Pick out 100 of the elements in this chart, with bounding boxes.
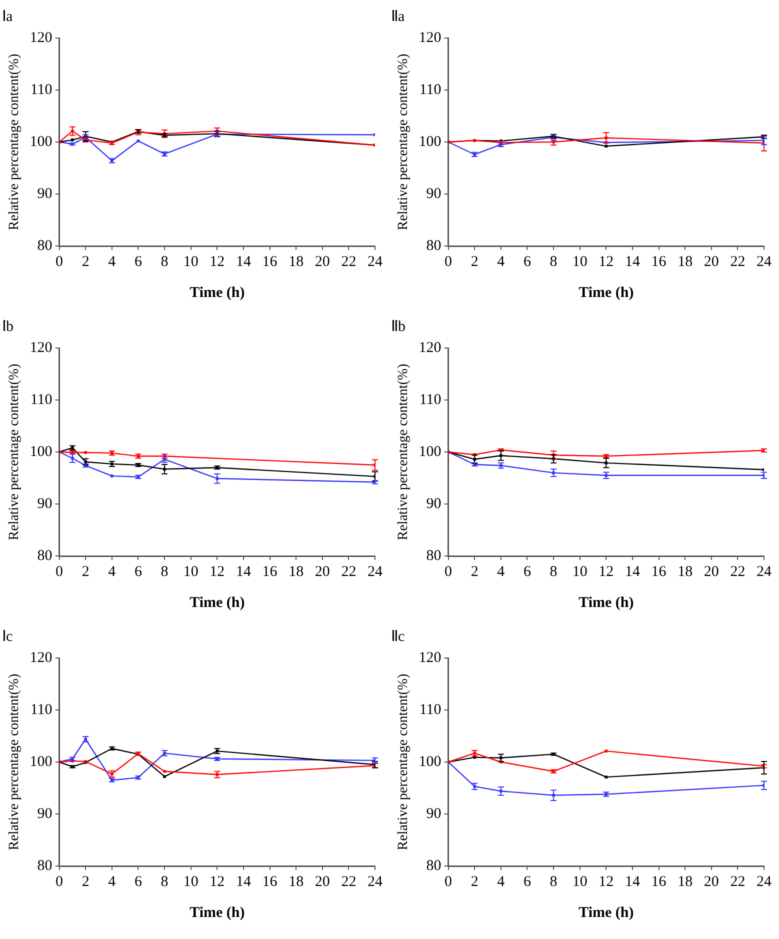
x-tick-label: 18: [678, 874, 693, 890]
x-tick-label: 0: [444, 254, 452, 270]
x-tick-label: 8: [160, 254, 168, 270]
x-tick-label: 14: [236, 874, 252, 890]
x-tick-label: 4: [108, 254, 116, 270]
x-tick-label: 0: [444, 874, 452, 890]
x-tick-label: 4: [108, 564, 116, 580]
chart-title: Ⅰc: [2, 628, 13, 645]
x-tick-label: 14: [624, 254, 640, 270]
y-tick-label: 80: [37, 238, 52, 254]
x-tick-label: 22: [730, 874, 746, 890]
x-tick-label: 24: [368, 874, 383, 890]
x-tick-label: 22: [730, 564, 746, 580]
x-tick-label: 24: [756, 874, 772, 890]
y-axis-title: Relative percentage content(%): [396, 363, 412, 540]
y-axis-title: Relative percentage content(%): [396, 53, 412, 230]
x-axis-title: Time (h): [190, 284, 245, 301]
x-tick-label: 12: [598, 254, 614, 270]
x-tick-label: 16: [262, 564, 278, 580]
y-tick-label: 90: [37, 496, 52, 512]
y-tick-label: 110: [419, 82, 442, 98]
x-tick-label: 0: [56, 874, 64, 890]
x-tick-label: 18: [288, 564, 304, 580]
y-tick-label: 120: [30, 30, 52, 46]
x-tick-label: 6: [523, 874, 532, 890]
x-tick-label: 0: [56, 254, 64, 270]
x-tick-label: 4: [497, 254, 506, 270]
y-tick-label: 110: [30, 82, 52, 98]
x-tick-label: 4: [108, 874, 116, 890]
y-tick-label: 110: [30, 702, 52, 718]
x-tick-label: 6: [134, 254, 142, 270]
x-tick-label: 16: [651, 564, 667, 580]
x-tick-label: 10: [572, 564, 588, 580]
chart-title: Ⅱc: [391, 628, 405, 645]
x-tick-label: 16: [262, 254, 278, 270]
x-tick-label: 22: [341, 564, 356, 580]
x-tick-label: 16: [651, 874, 667, 890]
x-tick-label: 4: [497, 874, 506, 890]
y-tick-label: 80: [37, 858, 52, 874]
y-tick-label: 120: [418, 650, 442, 666]
y-tick-label: 80: [426, 548, 442, 564]
y-tick-label: 100: [30, 134, 52, 150]
y-tick-label: 120: [418, 30, 442, 46]
x-tick-label: 0: [56, 564, 64, 580]
y-tick-label: 90: [426, 806, 442, 822]
x-tick-label: 16: [651, 254, 667, 270]
y-axis-title: Relative percentage content(%): [7, 673, 22, 850]
x-tick-label: 14: [236, 254, 252, 270]
x-tick-label: 20: [314, 254, 330, 270]
x-tick-label: 2: [470, 874, 478, 890]
x-tick-label: 6: [134, 874, 142, 890]
x-tick-label: 0: [444, 564, 452, 580]
x-tick-label: 20: [314, 564, 330, 580]
y-axis-title: Relative percentage content(%): [7, 363, 22, 540]
y-tick-label: 120: [418, 340, 442, 356]
x-axis-title: Time (h): [578, 284, 634, 301]
y-axis-title: Relative percentage content(%): [396, 673, 412, 850]
x-tick-label: 12: [598, 564, 614, 580]
x-tick-label: 24: [756, 254, 772, 270]
y-tick-label: 100: [30, 444, 52, 460]
x-tick-label: 22: [341, 254, 356, 270]
x-tick-label: 8: [550, 874, 558, 890]
x-tick-label: 10: [183, 564, 198, 580]
x-tick-label: 14: [624, 564, 640, 580]
x-tick-label: 12: [210, 254, 225, 270]
y-tick-label: 80: [426, 858, 442, 874]
y-tick-label: 110: [30, 392, 52, 408]
x-tick-label: 12: [210, 874, 225, 890]
y-tick-label: 100: [418, 444, 442, 460]
x-tick-label: 20: [704, 254, 719, 270]
x-tick-label: 4: [497, 564, 506, 580]
x-tick-label: 6: [523, 564, 532, 580]
x-tick-label: 18: [678, 564, 693, 580]
y-tick-label: 100: [418, 134, 442, 150]
x-tick-label: 22: [730, 254, 746, 270]
x-tick-label: 12: [598, 874, 614, 890]
x-tick-label: 2: [82, 564, 90, 580]
y-tick-label: 120: [30, 650, 52, 666]
x-tick-label: 2: [470, 564, 478, 580]
x-tick-label: 20: [704, 874, 719, 890]
y-tick-label: 80: [37, 548, 52, 564]
x-tick-label: 6: [523, 254, 532, 270]
y-tick-label: 90: [426, 496, 442, 512]
x-tick-label: 10: [183, 254, 198, 270]
chart-title: Ⅰb: [2, 318, 14, 335]
y-tick-label: 110: [419, 702, 442, 718]
y-axis-title: Relative percentage content(%): [7, 53, 22, 230]
x-tick-label: 2: [470, 254, 478, 270]
y-tick-label: 90: [37, 186, 52, 202]
x-tick-label: 12: [210, 564, 225, 580]
chart-title: Ⅱb: [391, 318, 406, 335]
y-tick-label: 110: [419, 392, 442, 408]
x-tick-label: 16: [262, 874, 278, 890]
x-axis-title: Time (h): [578, 904, 634, 921]
x-tick-label: 20: [314, 874, 330, 890]
x-axis-title: Time (h): [190, 904, 245, 921]
y-tick-label: 100: [418, 754, 442, 770]
x-tick-label: 8: [160, 874, 168, 890]
y-tick-label: 90: [37, 806, 52, 822]
y-tick-label: 80: [426, 238, 442, 254]
